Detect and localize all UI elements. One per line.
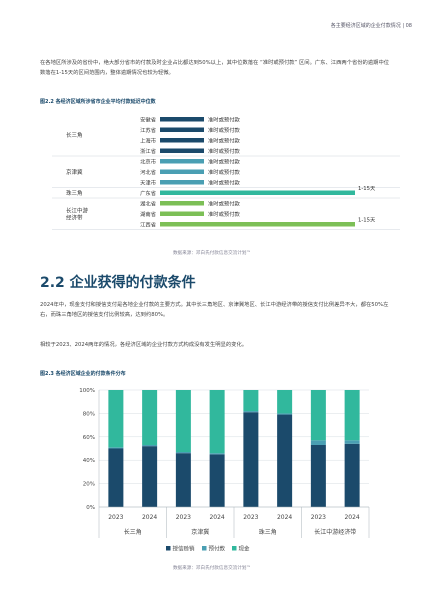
delay-bar <box>160 159 204 164</box>
province-label: 广东省 <box>140 189 156 197</box>
stacked-bar-segment <box>277 413 293 415</box>
x-tick-label: 2024 <box>209 514 224 521</box>
payment-terms-chart: 0% 20% 40% 60% 80% 100% 2023 2024 2023 2024 2023 20… <box>79 388 370 553</box>
province-label: 安徽省 <box>140 116 156 124</box>
province-label: 湖北省 <box>140 200 156 208</box>
legend-label: 授信赊销 <box>173 545 196 553</box>
delay-bar <box>160 222 355 227</box>
stacked-bar-segment <box>175 453 191 507</box>
province-label: 天津市 <box>140 179 157 187</box>
stacked-bar-segment <box>243 390 259 412</box>
section-title: 2.2 企业获得的付款条件 <box>40 275 196 291</box>
stacked-bar-segment <box>142 390 158 445</box>
group-label: 珠三角 <box>259 528 277 536</box>
stacked-bar-segment <box>243 411 259 413</box>
stacked-bar-segment <box>209 454 225 507</box>
delay-bar <box>160 201 204 206</box>
delay-value-label: 准时或预付款 <box>208 210 240 218</box>
delay-bar <box>160 117 204 122</box>
delay-value-label: 准时或预付款 <box>208 168 240 176</box>
delay-value-label: 准时或预付款 <box>208 147 240 155</box>
legend-label: 现金 <box>239 545 251 553</box>
group-label: 长江中游 <box>66 206 89 214</box>
y-tick-label: 40% <box>83 458 95 464</box>
source-note-1: 数据来源：邓白氏付款信息交流计划™ <box>172 251 252 256</box>
delay-value-label: 准时或预付款 <box>208 158 240 166</box>
stacked-bar-segment <box>277 390 293 414</box>
y-tick-label: 20% <box>83 482 95 488</box>
stacked-bar-segment <box>108 448 124 507</box>
stacked-bar-segment <box>142 444 158 447</box>
stacked-bar-segment <box>108 390 124 448</box>
province-label: 河北省 <box>140 168 156 176</box>
source-note-2: 数据来源：邓白氏付款信息交流计划™ <box>172 566 252 571</box>
stacked-bar-segment <box>344 390 360 441</box>
figure-2-3-title: 图2.3 各经济区域企业的付款条件分布 <box>40 371 126 377</box>
stacked-bar-segment <box>175 390 191 453</box>
stacked-bar-segment <box>209 390 225 454</box>
stacked-bar-segment <box>108 447 124 449</box>
delay-value-label: 准时或预付款 <box>208 179 240 187</box>
stacked-bar-segment <box>142 446 158 507</box>
delay-bar <box>160 138 204 143</box>
delay-bar <box>160 148 204 153</box>
legend-swatch <box>166 546 171 551</box>
page-header: 各主要经济区域的企业付款情况 | 08 <box>330 23 412 29</box>
delay-bar <box>160 180 204 185</box>
stacked-bar-segment <box>310 440 326 445</box>
group-label: 长三角 <box>124 528 142 536</box>
province-label: 江西省 <box>140 221 156 229</box>
province-label: 湖南省 <box>140 210 156 218</box>
stacked-bar-segment <box>209 453 225 455</box>
stacked-bar-segment <box>175 452 191 454</box>
group-label: 经济带 <box>66 213 83 221</box>
x-tick-label: 2023 <box>311 514 326 521</box>
stacked-bar-segment <box>344 443 360 507</box>
legend-label: 预付款 <box>209 545 226 553</box>
province-label: 上海市 <box>140 137 157 145</box>
group-label: 长江中游经济带 <box>314 528 356 536</box>
stacked-bar-segment <box>344 440 360 444</box>
province-label: 浙江省 <box>140 147 156 155</box>
stacked-bar-segment <box>310 390 326 441</box>
group-label: 京津冀 <box>66 168 83 176</box>
y-tick-label: 80% <box>83 411 95 417</box>
legend-swatch <box>202 546 207 551</box>
section-paragraph-1: 2024年中，现金支付和授信支付是各地企业付款的主要方式。其中长三角地区、京津冀… <box>40 302 389 318</box>
delay-value-label: 1-15天 <box>358 185 376 192</box>
legend-swatch <box>232 546 237 551</box>
delay-value-label: 准时或预付款 <box>208 126 240 134</box>
group-label: 长三角 <box>66 131 83 139</box>
y-tick-label: 0% <box>86 505 95 511</box>
intro-paragraph: 在各地区所涉及的省份中，绝大部分省市的付款及时企业占比都达到50%以上，其中位数… <box>40 60 390 76</box>
delay-value-label: 准时或预付款 <box>208 116 240 124</box>
x-tick-label: 2023 <box>108 514 123 521</box>
province-label: 江苏省 <box>140 126 156 134</box>
x-tick-label: 2024 <box>344 514 359 521</box>
x-tick-label: 2023 <box>176 514 191 521</box>
x-tick-label: 2024 <box>142 514 157 521</box>
delay-bar <box>160 127 204 132</box>
y-tick-label: 100% <box>79 388 95 394</box>
delay-value-label: 准时或预付款 <box>208 200 240 208</box>
x-tick-label: 2024 <box>277 514 292 521</box>
group-label: 珠三角 <box>66 189 83 197</box>
delay-bar <box>160 169 204 174</box>
y-tick-label: 60% <box>83 435 95 441</box>
section-paragraph-2: 相较于2023、2024两年的情况，各经济区域的企业付款方式构成没有发生明显的变… <box>40 342 248 348</box>
delay-bar <box>160 211 204 216</box>
delay-value-label: 准时或预付款 <box>208 137 240 145</box>
stacked-bar-segment <box>277 414 293 507</box>
x-tick-label: 2023 <box>243 514 258 521</box>
group-label: 京津冀 <box>191 528 209 536</box>
stacked-bar-segment <box>310 444 326 507</box>
delay-bar <box>160 190 355 195</box>
delay-value-label: 1-15天 <box>358 217 376 224</box>
province-label: 北京市 <box>140 158 157 166</box>
stacked-bar-segment <box>243 412 259 507</box>
figure-2-2-title: 图2.2 各经济区域所涉省市企业平均付款延迟中位数 <box>40 99 156 105</box>
